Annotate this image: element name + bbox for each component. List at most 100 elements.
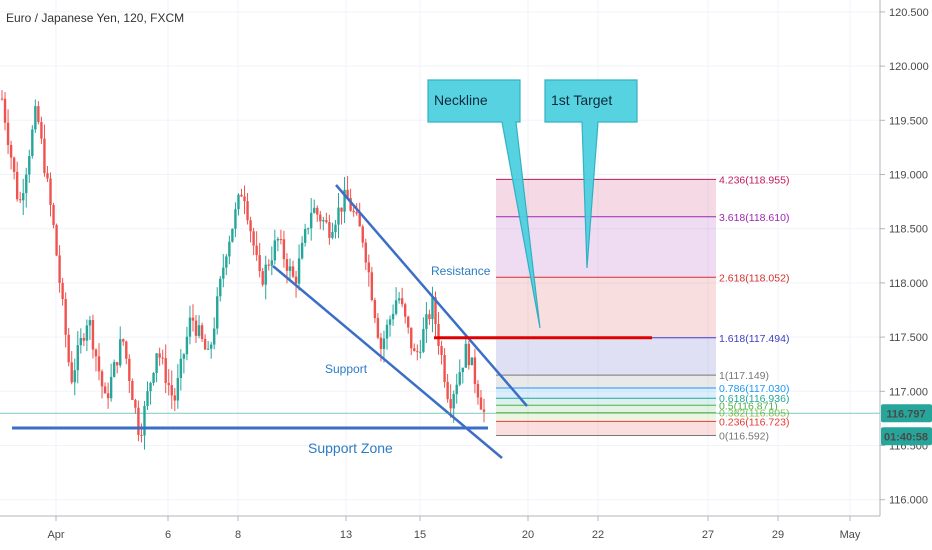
candle-body (85, 325, 89, 341)
support-trendline[interactable] (272, 265, 503, 459)
candle-body (437, 324, 440, 346)
candle-body (52, 204, 55, 225)
candle-body (203, 338, 207, 350)
candle-body (106, 393, 110, 399)
time-tick-label: 22 (592, 529, 604, 541)
support-zone-label: Support Zone (308, 440, 393, 456)
candle-body (191, 317, 195, 321)
candle-body (282, 239, 286, 260)
candle-body (446, 381, 449, 400)
candle-body (115, 362, 119, 366)
price-axis-bg (880, 0, 932, 550)
candle-body (222, 267, 225, 279)
resistance-trendline[interactable] (335, 184, 528, 407)
candle-body (228, 241, 231, 257)
bar-countdown-tag: 01:40:58 (881, 427, 932, 446)
candle-body (306, 228, 310, 230)
candle-body (303, 229, 307, 243)
candle-body (279, 238, 283, 240)
candle-body (355, 212, 358, 214)
candle-body (173, 395, 176, 401)
candle-body (376, 318, 380, 338)
price-axis[interactable]: 120.500 120.000 119.500 119.000 118.500 118.0… (880, 7, 929, 507)
time-tick-label: 6 (165, 529, 171, 541)
candle-body (476, 383, 480, 398)
candle-body (58, 255, 61, 283)
candle-body (300, 242, 304, 259)
candle-body (103, 386, 107, 394)
candle-body (112, 362, 116, 377)
candle-body (385, 324, 389, 339)
candle-body (434, 297, 437, 325)
candle-body (109, 376, 113, 399)
candle-body (15, 171, 19, 200)
candle-body (403, 304, 407, 317)
time-tick-label: Apr (47, 529, 64, 541)
candle-body (273, 240, 277, 261)
fib-band (496, 421, 716, 436)
time-tick-label: 29 (772, 529, 784, 541)
candle-body (449, 399, 452, 409)
candle-body (97, 356, 101, 372)
candle-body (240, 194, 243, 197)
fib-band (496, 388, 716, 399)
price-tick-label: 119.000 (889, 170, 928, 182)
candle-body (370, 272, 374, 301)
candle-body (70, 362, 73, 383)
trend-drawings[interactable] (12, 184, 652, 459)
fib-level-label: 0(116.592) (719, 431, 769, 443)
candle-body (470, 357, 474, 366)
candle-body (270, 260, 273, 266)
candle-body (358, 213, 361, 227)
candle-body (143, 406, 146, 436)
fib-level-label: 0.618(116.936) (719, 393, 789, 405)
candle-body (55, 224, 58, 256)
candle-body (128, 358, 131, 382)
candle-body (361, 226, 364, 243)
candle-body (382, 338, 386, 349)
candle-body (149, 382, 152, 392)
candle-body (79, 337, 83, 346)
candle-body (391, 313, 395, 320)
candle-body (119, 339, 122, 366)
candle-body (346, 189, 349, 199)
candle-body (185, 336, 189, 355)
support-label: Support (325, 362, 368, 376)
candle-body (76, 345, 79, 371)
candle-body (349, 198, 352, 211)
price-tick-label: 117.000 (889, 386, 928, 398)
candle-body (146, 391, 149, 407)
candle-body (225, 256, 228, 268)
candle-body (294, 276, 298, 284)
candle-body (252, 231, 255, 246)
candle-body (18, 199, 22, 201)
candle-body (261, 271, 264, 285)
fib-level-label: 3.618(118.610) (719, 212, 789, 224)
fib-level-label: 0.786(117.030) (719, 383, 789, 395)
fibonacci-extension[interactable] (496, 178, 716, 437)
candle-body (343, 189, 346, 212)
candle-body (94, 349, 98, 357)
time-tick-label: 8 (235, 529, 241, 541)
candle-body (276, 238, 280, 241)
candle-body (413, 348, 416, 352)
fib-band (496, 398, 716, 406)
fib-band (496, 375, 716, 389)
candle-body (206, 348, 210, 350)
price-tick-label: 118.500 (889, 224, 928, 236)
candle-body (82, 337, 86, 341)
target-callout[interactable]: 1st Target (544, 79, 638, 269)
candle-body (152, 372, 155, 383)
candle-body (319, 214, 322, 222)
fib-level-label: 0.5(116.871) (719, 400, 778, 412)
fib-band (496, 277, 716, 338)
neckline-callout[interactable]: Neckline (427, 79, 541, 329)
candle-body (170, 385, 173, 396)
chart-grid (0, 0, 880, 516)
candle-body (352, 210, 355, 213)
time-axis[interactable]: Apr 6 8 13 15 20 22 27 29 May (47, 516, 861, 541)
candle-body (182, 354, 186, 359)
candle-body (419, 351, 422, 353)
chart-title: Euro / Japanese Yen, 120, FXCM (6, 11, 184, 25)
